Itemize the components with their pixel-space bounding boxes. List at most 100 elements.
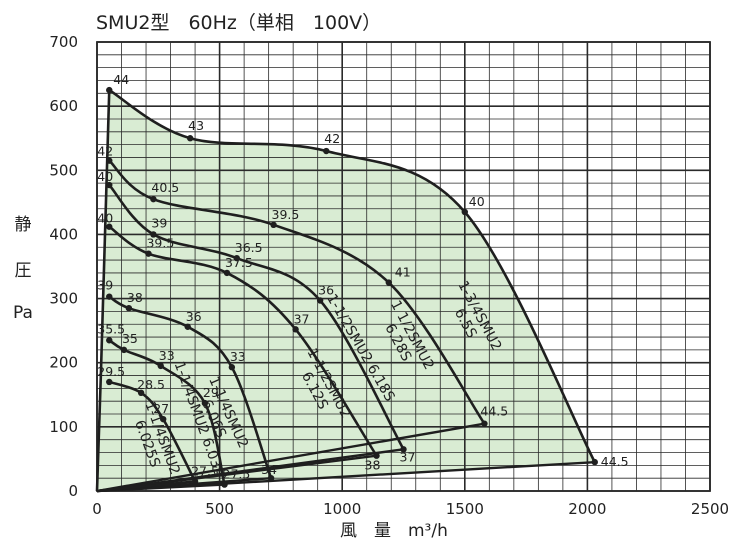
x-axis-label: 風 量 m³/h [340,521,448,541]
y-tick-label: 400 [49,225,78,243]
x-tick-label: 1500 [446,500,484,518]
fan-curve [108,88,596,463]
x-tick-label: 500 [205,500,234,518]
data-label: 27.5 [223,467,251,482]
data-label: 42 [324,131,340,146]
data-point [191,478,199,485]
fan-curve [108,184,405,450]
data-point [591,458,598,466]
data-point [106,223,113,230]
boundary-left-line [95,90,111,492]
data-point [150,231,157,238]
data-point [316,297,324,304]
data-label: 29.5 [97,364,125,379]
chart-title: SMU2型 60Hz（単相 100V） [96,12,381,34]
fan-curve [108,380,197,482]
data-point [137,389,145,397]
data-point [125,304,133,312]
data-point [106,337,113,344]
data-label: 40 [97,211,113,226]
x-tick-label: 0 [92,500,102,518]
x-tick-label: 2500 [691,500,729,518]
y-tick-label: 0 [68,482,78,500]
data-point [481,420,488,427]
data-label: 28.5 [137,377,165,392]
data-label: 33 [159,348,175,363]
data-label: 39 [97,278,113,293]
data-point [385,279,392,286]
data-point [106,181,113,189]
data-point [106,86,113,94]
data-point [270,221,277,229]
data-point [106,293,113,300]
data-point [106,157,113,164]
data-label: 38 [127,290,143,305]
y-axis-label-part: 静 [15,215,32,235]
data-point [373,452,380,459]
data-label: 39.5 [272,207,300,222]
x-tick-label: 1000 [323,500,361,518]
x-tick-label: 2000 [568,500,606,518]
data-label: 44.5 [480,404,508,419]
data-point [120,346,128,354]
data-point [267,474,275,482]
y-tick-label: 600 [49,97,78,115]
fan-curve [108,295,273,479]
data-point [223,269,231,277]
data-point [400,446,407,453]
data-point [150,195,157,203]
grid [96,41,711,492]
data-point [233,254,240,262]
data-point [228,364,236,371]
data-label: 35 [122,331,138,346]
data-label: 37 [294,311,310,326]
plot-frame [96,41,711,492]
y-tick-label: 500 [49,161,78,179]
resistance-line [96,422,485,493]
data-label: 36 [318,282,334,297]
y-tick-label: 200 [49,354,78,372]
y-tick-label: 700 [49,33,78,51]
data-point [221,481,228,488]
data-label: 29 [203,385,219,400]
data-point [461,208,468,216]
data-label: 40.5 [151,180,179,195]
y-axis-label-part: Pa [13,303,33,323]
data-label: 39.5 [146,236,174,251]
data-label: 27.5 [191,463,219,478]
fan-curve [108,225,378,457]
data-label: 40 [97,169,113,184]
data-label: 37.5 [225,255,253,270]
data-point [292,326,299,333]
data-point [157,362,164,370]
data-label: 35.5 [97,321,125,336]
data-point [160,415,167,423]
y-axis-label: 静圧 Pa [13,215,33,323]
y-tick-label: 100 [49,418,78,436]
y-axis-label-part: 圧 [15,261,32,281]
data-label: 34 [261,462,277,477]
operating-region [97,90,595,491]
data-label: 44.5 [601,454,629,469]
data-point [106,378,113,386]
data-point [145,250,152,257]
data-point [184,323,191,330]
data-point [323,147,330,155]
data-point [201,399,209,407]
data-label: 41 [395,265,411,280]
data-label: 36.5 [235,240,263,255]
data-label: 40 [469,194,485,209]
resistance-line [96,480,196,493]
plot-area: 0 500 1000 1500 2000 2500 0 100 200 300 400 500 600 7… [49,33,729,518]
data-label: 44 [113,72,129,87]
data-label: 42 [97,144,113,159]
resistance-line [96,454,377,493]
data-label: 36 [186,309,202,324]
data-label: 38 [365,458,381,473]
data-label: 33 [230,349,246,364]
data-point [186,135,194,142]
data-label: 39 [151,215,167,230]
y-tick-label: 300 [49,290,78,308]
data-label: 27 [153,401,169,416]
